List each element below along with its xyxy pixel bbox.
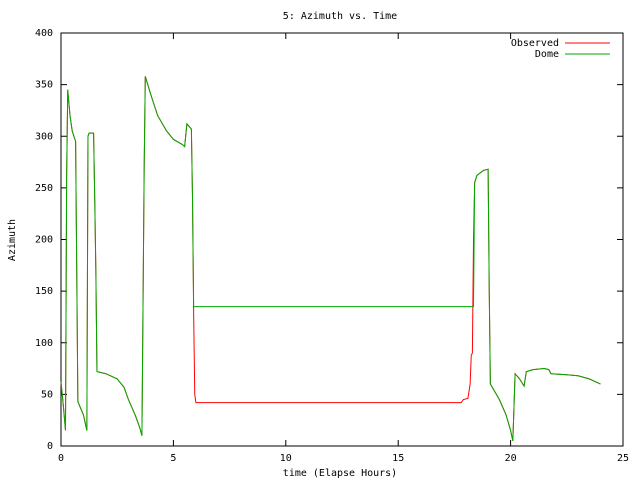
x-tick-label: 10: [280, 453, 292, 464]
y-tick-label: 250: [35, 183, 53, 194]
y-tick-label: 200: [35, 235, 53, 246]
x-tick-label: 25: [617, 453, 629, 464]
x-tick-label: 5: [170, 453, 176, 464]
y-tick-label: 400: [35, 28, 53, 39]
x-tick-label: 20: [505, 453, 517, 464]
chart-title: 5: Azimuth vs. Time: [283, 11, 397, 22]
y-axis-label: Azimuth: [7, 219, 18, 261]
legend-label: Dome: [535, 49, 559, 60]
x-tick-label: 15: [392, 453, 404, 464]
y-tick-label: 0: [47, 441, 53, 452]
x-axis-label: time (Elapse Hours): [283, 468, 397, 479]
y-tick-label: 300: [35, 131, 53, 142]
legend-label: Observed: [511, 38, 559, 49]
y-tick-label: 50: [41, 389, 53, 400]
y-tick-label: 150: [35, 286, 53, 297]
x-tick-label: 0: [58, 453, 64, 464]
y-tick-label: 100: [35, 338, 53, 349]
series-line: [60, 76, 601, 441]
y-tick-label: 350: [35, 80, 53, 91]
